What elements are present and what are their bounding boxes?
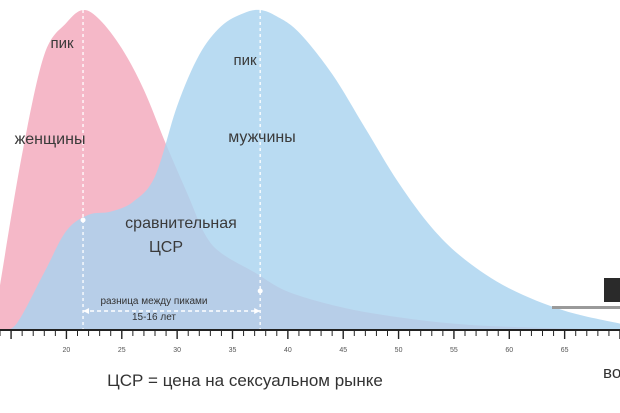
men-peak-dot (257, 288, 263, 294)
x-tick-label: 30 (173, 347, 181, 354)
x-axis-caption: ЦСР = цена на сексуальном рынке (107, 371, 383, 390)
peak-lines (80, 10, 263, 330)
women-peak-label-bottom: женщины (15, 131, 86, 148)
x-tick-label: 65 (561, 347, 569, 354)
x-tick-label: 35 (229, 347, 237, 354)
peak-gap-arrow-right (254, 308, 261, 314)
chart-areas (0, 9, 620, 331)
x-tick-label: 25 (118, 347, 126, 354)
peak-gap-annotation (83, 308, 261, 314)
women-peak-label-top: пик (50, 35, 74, 52)
women-peak-dot (80, 217, 86, 223)
peak-gap-label-line1: разница между пиками (100, 296, 207, 307)
x-tick-label: 45 (339, 347, 347, 354)
x-tick-label: 60 (505, 347, 513, 354)
men-peak-label-top: пик (233, 52, 257, 69)
x-tick-label: 20 (63, 347, 71, 354)
peak-gap-arrow-left (83, 308, 90, 314)
x-tick-label: 55 (450, 347, 458, 354)
logo-box (604, 278, 620, 302)
x-tick-label: 40 (284, 347, 292, 354)
logo-strip (552, 306, 620, 309)
men-peak-label-bottom: мужчины (228, 129, 296, 146)
relative-price-label-line2: ЦСР (149, 239, 183, 256)
x-tick-label: 50 (395, 347, 403, 354)
x-axis: 20 25 30 35 40 45 50 55 60 65 (0, 329, 620, 354)
peak-gap-label-line2: 15-16 лет (132, 312, 176, 323)
relative-price-label-line1: сравнительная (125, 215, 237, 232)
men-area (0, 9, 620, 331)
x-axis-end-label: во (603, 363, 620, 382)
